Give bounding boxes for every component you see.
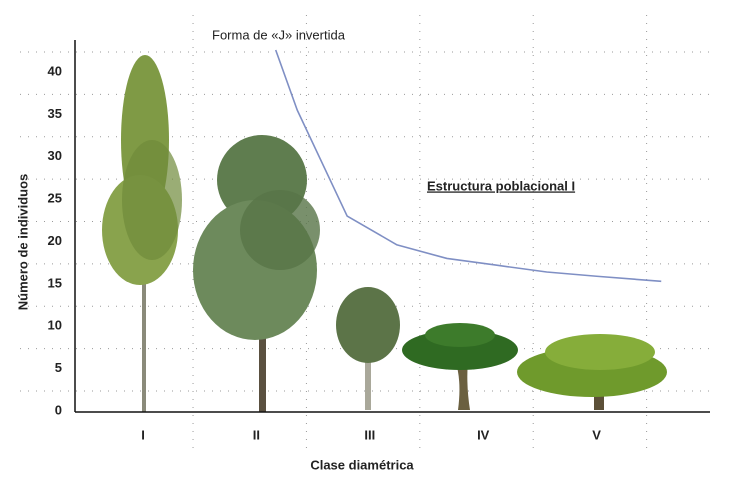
curve — [274, 49, 662, 283]
y-tick-label: 35 — [48, 106, 62, 121]
tree-illustration — [102, 55, 182, 412]
tree-illustration — [402, 323, 518, 410]
x-tick-label: III — [364, 427, 375, 442]
y-tick-label: 5 — [55, 360, 62, 375]
y-tick-label: 10 — [48, 318, 62, 333]
annotation: Forma de «J» invertida — [212, 27, 346, 42]
y-tick-label: 40 — [48, 63, 62, 78]
y-tick-label: 25 — [48, 191, 62, 206]
y-tick-label: 20 — [48, 233, 62, 248]
y-axis-label: Número de individuos — [15, 174, 30, 311]
x-tick-label: I — [141, 427, 145, 442]
y-tick-label: 30 — [48, 148, 62, 163]
x-tick-label: II — [253, 427, 260, 442]
y-tick-label: 15 — [48, 275, 62, 290]
x-axis-label: Clase diamétrica — [310, 457, 414, 472]
y-tick-label: 0 — [55, 402, 62, 417]
tree-illustration — [336, 287, 400, 410]
tree-illustration — [193, 135, 320, 412]
x-tick-label: IV — [477, 427, 490, 442]
x-tick-label: V — [592, 427, 601, 442]
annotation: Estructura poblacional I — [427, 178, 575, 193]
tree-illustration — [517, 334, 667, 410]
